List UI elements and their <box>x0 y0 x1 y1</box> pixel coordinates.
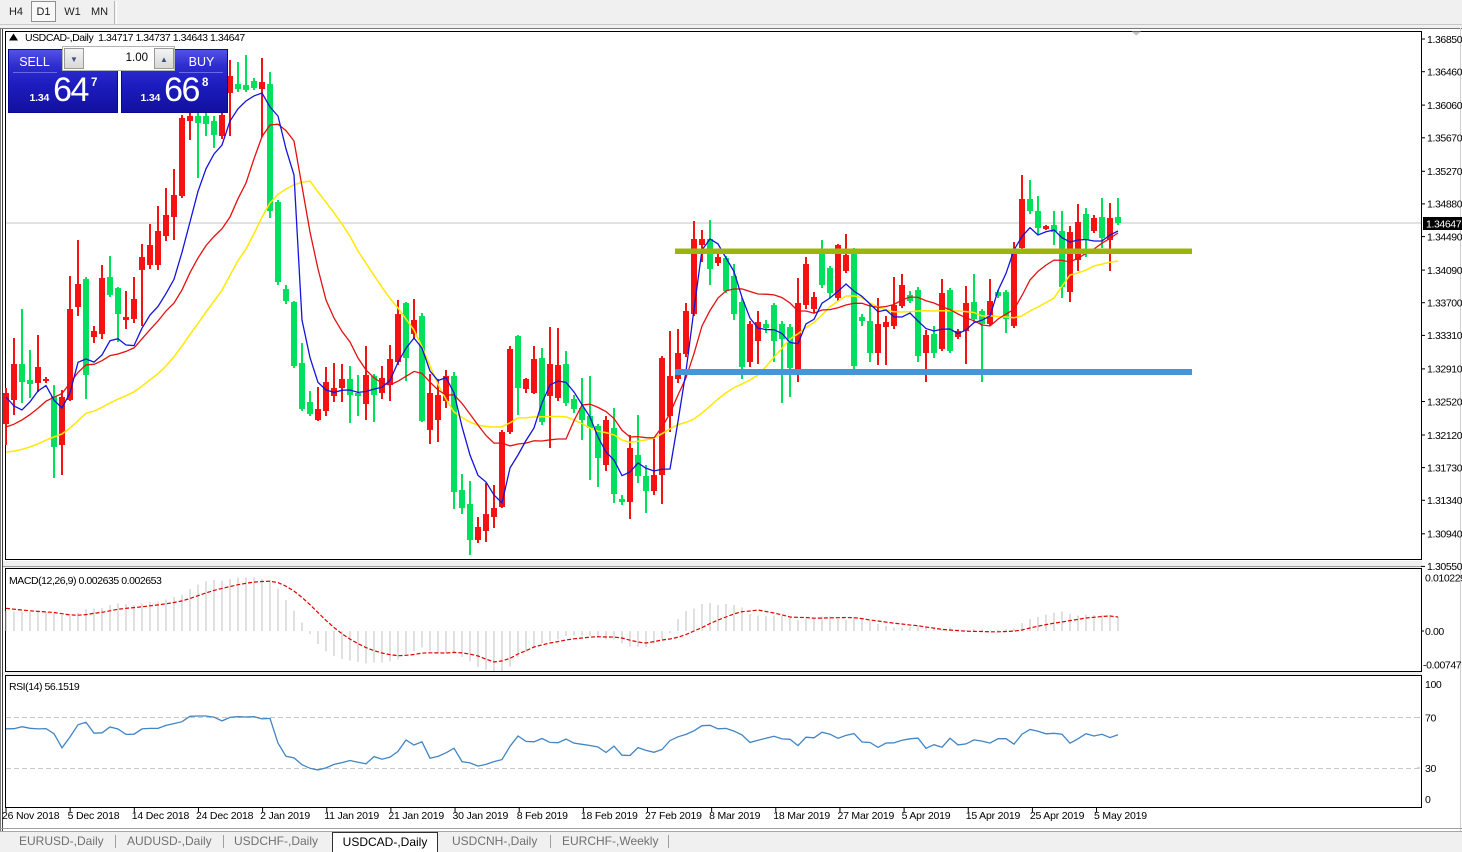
svg-text:14 Dec 2018: 14 Dec 2018 <box>132 810 190 822</box>
svg-text:0.00: 0.00 <box>1425 626 1444 638</box>
svg-text:100: 100 <box>1425 679 1442 691</box>
svg-text:18 Feb 2019: 18 Feb 2019 <box>581 810 638 822</box>
svg-text:MACD(12,26,9) 0.002635 0.00265: MACD(12,26,9) 0.002635 0.002653 <box>9 575 162 587</box>
svg-text:25 Apr 2019: 25 Apr 2019 <box>1030 810 1085 822</box>
svg-text:1.34490: 1.34490 <box>1427 231 1462 243</box>
svg-text:8 Mar 2019: 8 Mar 2019 <box>709 810 760 822</box>
svg-text:5 May 2019: 5 May 2019 <box>1094 810 1147 822</box>
svg-text:1.34090: 1.34090 <box>1427 265 1462 277</box>
svg-text:5 Apr 2019: 5 Apr 2019 <box>902 810 951 822</box>
svg-text:24 Dec 2018: 24 Dec 2018 <box>196 810 254 822</box>
svg-text:18 Mar 2019: 18 Mar 2019 <box>773 810 830 822</box>
svg-text:USDCAD-,Daily 1.34717 1.34737: USDCAD-,Daily 1.34717 1.34737 1.34643 1.… <box>25 32 245 44</box>
svg-text:-0.00747: -0.00747 <box>1423 659 1462 671</box>
svg-text:1.36460: 1.36460 <box>1427 67 1462 79</box>
svg-text:1.31730: 1.31730 <box>1427 462 1462 474</box>
svg-text:30 Jan 2019: 30 Jan 2019 <box>453 810 509 822</box>
svg-text:0: 0 <box>1425 794 1431 806</box>
svg-text:1.32910: 1.32910 <box>1427 364 1462 376</box>
svg-text:1.31340: 1.31340 <box>1427 495 1462 507</box>
svg-text:1.35670: 1.35670 <box>1427 133 1462 145</box>
svg-text:2 Jan 2019: 2 Jan 2019 <box>260 810 310 822</box>
svg-text:15 Apr 2019: 15 Apr 2019 <box>966 810 1021 822</box>
svg-text:27 Mar 2019: 27 Mar 2019 <box>837 810 894 822</box>
svg-text:1.30940: 1.30940 <box>1427 529 1462 541</box>
svg-text:1.33700: 1.33700 <box>1427 298 1462 310</box>
svg-text:30: 30 <box>1425 763 1436 775</box>
svg-text:26 Nov 2018: 26 Nov 2018 <box>2 810 60 822</box>
svg-text:1.32520: 1.32520 <box>1427 396 1462 408</box>
svg-text:1.32120: 1.32120 <box>1427 430 1462 442</box>
svg-text:21 Jan 2019: 21 Jan 2019 <box>388 810 444 822</box>
svg-text:70: 70 <box>1425 712 1436 724</box>
svg-text:1.33310: 1.33310 <box>1427 330 1462 342</box>
svg-text:8 Feb 2019: 8 Feb 2019 <box>517 810 568 822</box>
svg-text:0.010229: 0.010229 <box>1425 573 1462 585</box>
svg-text:11 Jan 2019: 11 Jan 2019 <box>324 810 379 822</box>
svg-text:1.36060: 1.36060 <box>1427 100 1462 112</box>
svg-text:1.36850: 1.36850 <box>1427 34 1462 46</box>
svg-text:5 Dec 2018: 5 Dec 2018 <box>68 810 120 822</box>
svg-text:RSI(14) 56.1519: RSI(14) 56.1519 <box>9 681 80 693</box>
svg-text:27 Feb 2019: 27 Feb 2019 <box>645 810 702 822</box>
svg-text:1.34880: 1.34880 <box>1427 199 1462 211</box>
svg-text:1.35270: 1.35270 <box>1427 166 1462 178</box>
svg-text:1.30550: 1.30550 <box>1427 561 1462 573</box>
svg-text:1.34647: 1.34647 <box>1426 218 1462 230</box>
